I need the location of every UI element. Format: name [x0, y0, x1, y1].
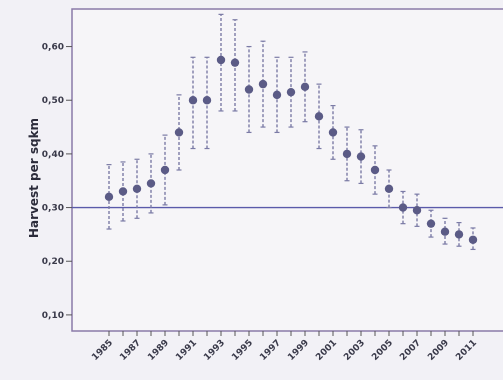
x-tick-label: 1991	[174, 338, 199, 363]
data-points	[104, 55, 478, 244]
data-point	[328, 128, 338, 137]
data-point	[160, 165, 170, 175]
x-tick-label: 2009	[426, 338, 451, 363]
data-point	[132, 184, 142, 193]
data-point	[286, 87, 296, 97]
y-tick-label: 0,50	[42, 96, 64, 106]
data-point	[384, 184, 394, 193]
y-axis-label: Harvest per sqkm	[27, 118, 41, 238]
y-tick-label: 0,10	[42, 311, 64, 321]
x-tick-label: 2001	[314, 338, 339, 363]
data-point	[426, 219, 436, 228]
data-point	[202, 96, 212, 105]
data-point	[244, 85, 254, 94]
data-point	[230, 58, 240, 67]
x-tick-label: 1989	[146, 338, 171, 363]
y-tick-label: 0,30	[42, 204, 64, 214]
data-point	[216, 55, 226, 65]
x-tick-label: 2005	[370, 338, 395, 363]
x-tick-label: 1985	[90, 338, 115, 363]
y-tick-label: 0,40	[42, 150, 64, 160]
data-point	[314, 112, 324, 121]
x-tick-label: 2007	[398, 338, 423, 363]
x-tick-label: 2003	[342, 338, 367, 363]
y-tick-label: 0,60	[42, 43, 64, 53]
data-point	[412, 206, 422, 215]
data-point	[146, 179, 156, 188]
data-point	[104, 192, 114, 202]
x-tick-label: 1999	[286, 338, 311, 363]
data-point	[370, 165, 380, 175]
data-point	[356, 152, 366, 161]
x-tick-label: 1987	[118, 338, 143, 363]
data-point	[174, 128, 184, 137]
x-tick-label: 1995	[230, 338, 255, 363]
x-tick-label: 2011	[454, 338, 479, 363]
data-point	[398, 203, 408, 212]
x-axis: 1985 1987 1989 1991 1993 1995 1997 1999 2001 2003…	[90, 331, 479, 363]
plot-area	[71, 8, 503, 332]
y-tick-label: 0,20	[42, 257, 64, 267]
data-point	[118, 187, 128, 196]
data-point	[342, 149, 352, 159]
data-point	[272, 90, 282, 100]
y-axis: 0,10 0,20 0,30 0,40 0,50 0,60	[42, 43, 72, 321]
data-point	[454, 230, 464, 239]
data-point	[440, 227, 450, 236]
data-point	[300, 82, 310, 92]
data-point	[468, 235, 478, 244]
data-point	[258, 79, 268, 89]
data-point	[188, 96, 198, 105]
x-tick-label: 1997	[258, 338, 283, 363]
x-tick-label: 1993	[202, 338, 227, 363]
